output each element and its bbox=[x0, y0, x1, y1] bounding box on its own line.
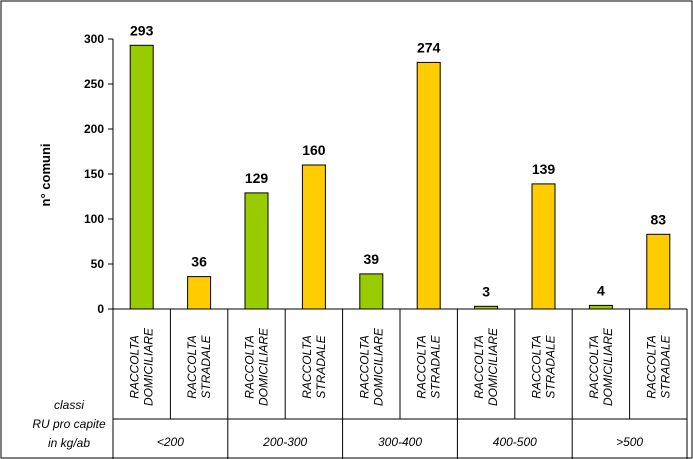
y-tick-label: 300 bbox=[84, 32, 104, 46]
category-label: RACCOLTADOMICILIARE bbox=[472, 327, 500, 406]
bar bbox=[130, 45, 153, 309]
data-label: 39 bbox=[364, 251, 380, 267]
y-tick-label: 0 bbox=[97, 302, 104, 316]
bar bbox=[647, 234, 670, 309]
x-axis-title-line-3: in kg/ab bbox=[48, 436, 90, 450]
data-label: 83 bbox=[651, 211, 667, 227]
data-label: 36 bbox=[191, 254, 207, 270]
data-label: 160 bbox=[302, 142, 326, 158]
category-label: RACCOLTADOMICILIARE bbox=[243, 327, 271, 406]
y-tick-label: 200 bbox=[84, 122, 104, 136]
category-label: RACCOLTASTRADALE bbox=[300, 334, 328, 398]
category-label: RACCOLTADOMICILIARE bbox=[357, 327, 385, 406]
data-label: 274 bbox=[417, 39, 441, 55]
bar bbox=[188, 277, 211, 309]
category-label: RACCOLTADOMICILIARE bbox=[128, 327, 156, 406]
bar bbox=[245, 193, 268, 309]
data-label: 3 bbox=[482, 283, 490, 299]
y-tick-label: 250 bbox=[84, 77, 104, 91]
category-label: RACCOLTASTRADALE bbox=[530, 334, 558, 398]
bar bbox=[302, 165, 325, 309]
category-label: RACCOLTADOMICILIARE bbox=[587, 327, 615, 406]
category-label: RACCOLTASTRADALE bbox=[415, 334, 443, 398]
x-axis-title-line-1: classi bbox=[54, 398, 84, 412]
y-tick-label: 100 bbox=[84, 212, 104, 226]
category-label: RACCOLTASTRADALE bbox=[644, 334, 672, 398]
y-axis-title: n° comuni bbox=[38, 144, 53, 207]
category-label: RACCOLTASTRADALE bbox=[185, 334, 213, 398]
bar bbox=[417, 62, 440, 309]
y-tick-label: 150 bbox=[84, 167, 104, 181]
data-label: 293 bbox=[130, 22, 154, 38]
data-label: 139 bbox=[532, 161, 556, 177]
data-label: 129 bbox=[245, 170, 269, 186]
bar bbox=[360, 274, 383, 309]
x-axis-title-line-2: RU pro capite bbox=[32, 417, 106, 431]
bar bbox=[589, 305, 612, 309]
data-label: 4 bbox=[597, 282, 605, 298]
bar bbox=[532, 184, 555, 309]
group-label: >500 bbox=[616, 435, 643, 449]
group-label: 200-300 bbox=[262, 435, 307, 449]
group-label: 300-400 bbox=[378, 435, 422, 449]
group-label: 400-500 bbox=[493, 435, 537, 449]
group-label: <200 bbox=[157, 435, 184, 449]
y-tick-label: 50 bbox=[91, 257, 105, 271]
